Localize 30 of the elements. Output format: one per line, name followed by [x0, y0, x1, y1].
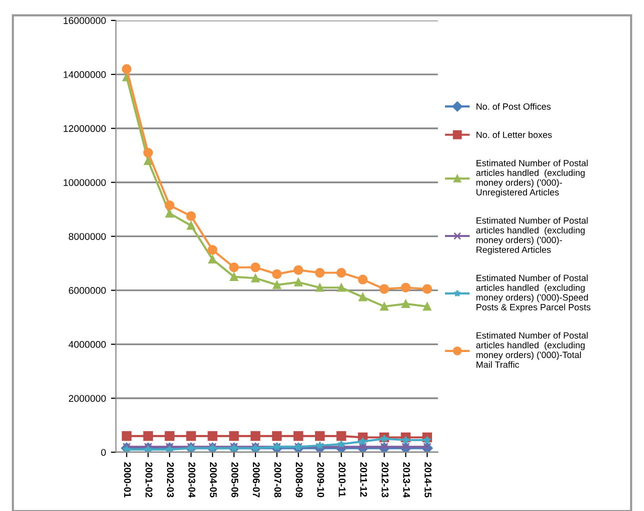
y-tick-label: 4000000	[68, 341, 106, 348]
x-tick-label: 2009-10	[317, 462, 324, 498]
y-tick-label: 10000000	[64, 179, 106, 186]
x-tick-label: 2003-04	[188, 462, 196, 498]
x-tick-label: 2001-02	[146, 462, 152, 498]
x-tick-label: 2011-12	[360, 462, 368, 497]
y-tick-label: 2000000	[68, 394, 106, 402]
y-tick-label: 14000000	[64, 71, 106, 78]
legend-label: Estimated Number of Postal articles handled (excluding money orders) ('000)-Speed Posts & Expres Parcel Posts	[476, 274, 590, 312]
legend-label: Estimated Number of Postal articles handled (excluding money orders) ('000)- Registered Articles	[476, 217, 588, 255]
x-tick-label: 2013-14	[403, 462, 410, 498]
legend-label: No. of Post Offices	[476, 103, 551, 110]
x-tick-label: 2012-13	[382, 462, 389, 498]
x-tick-label: 2000-01	[124, 462, 131, 498]
legend-label: No. of Letter boxes	[476, 131, 552, 138]
x-tick-label: 2008-09	[296, 462, 303, 498]
y-tick-label: 8000000	[68, 233, 106, 240]
y-tick-label: 16000000	[64, 17, 106, 24]
legend-label: Estimated Number of Postal articles handled (excluding money orders) ('000)- Unregistered Articles	[476, 160, 588, 198]
legend-label: Estimated Number of Postal articles handled (excluding money orders) ('000)-Total Mail Traffic	[476, 332, 588, 368]
x-tick-label: 2002-03	[166, 462, 174, 498]
y-tick-label: 12000000	[64, 125, 106, 132]
x-tick-label: 2014-15	[424, 462, 432, 498]
y-tick-label: 6000000	[68, 287, 106, 294]
y-tick-label: 0	[101, 448, 106, 456]
x-tick-label: 2010-11	[338, 462, 346, 497]
x-tick-label: 2005-06	[231, 462, 238, 498]
x-tick-label: 2006-07	[252, 462, 260, 498]
x-tick-label: 2007-08	[274, 462, 282, 498]
x-tick-label: 2004-05	[210, 462, 217, 498]
